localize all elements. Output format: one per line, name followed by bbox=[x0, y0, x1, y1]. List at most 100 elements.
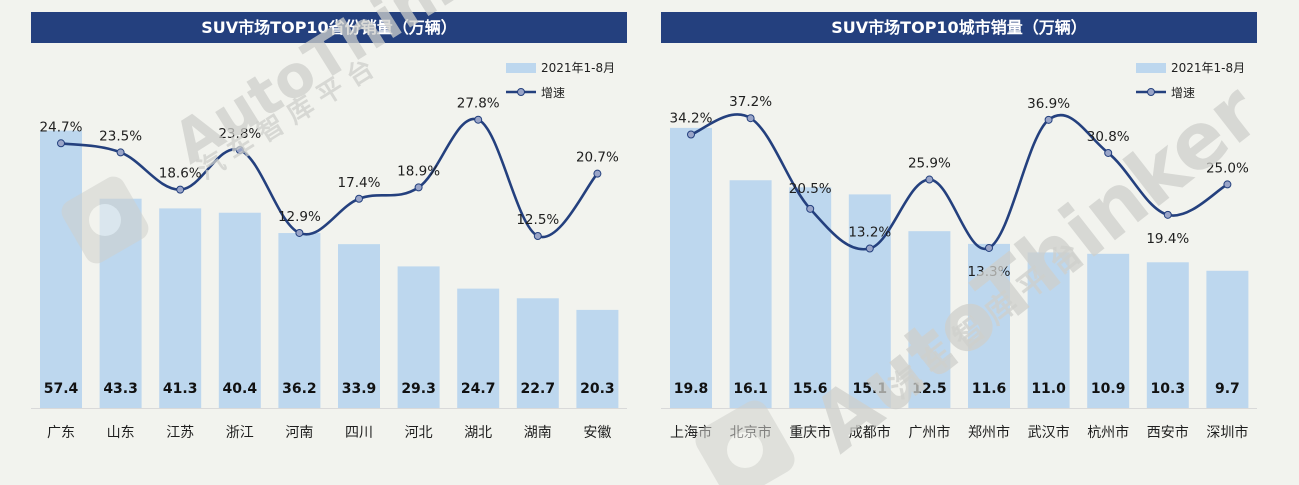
bar-value-label: 43.3 bbox=[103, 381, 138, 397]
growth-point bbox=[1163, 210, 1172, 219]
legend-line-label: 增速 bbox=[541, 86, 565, 100]
bar bbox=[1206, 270, 1249, 408]
bar bbox=[576, 309, 619, 408]
category-tick-label: 四川 bbox=[345, 425, 373, 441]
growth-value-label: 25.9% bbox=[908, 156, 951, 172]
bar-value-label: 29.3 bbox=[401, 381, 436, 397]
bar bbox=[670, 127, 712, 408]
growth-point bbox=[925, 175, 934, 184]
bar bbox=[338, 244, 380, 408]
growth-value-label: 24.7% bbox=[40, 119, 83, 135]
growth-value-label: 37.2% bbox=[729, 94, 772, 110]
category-tick-label: 西安市 bbox=[1147, 424, 1189, 441]
growth-point bbox=[474, 115, 483, 124]
growth-value-label: 23.5% bbox=[99, 128, 142, 144]
category-tick-label: 成都市 bbox=[849, 424, 891, 441]
legend-line-marker bbox=[517, 88, 525, 96]
bar-value-label: 15.1 bbox=[853, 381, 888, 397]
bar-value-label: 33.9 bbox=[342, 381, 377, 397]
bar-value-label: 11.0 bbox=[1031, 381, 1066, 397]
growth-value-label: 18.6% bbox=[159, 166, 202, 182]
category-tick-label: 安徽 bbox=[583, 425, 611, 441]
growth-point bbox=[533, 232, 542, 240]
growth-value-label: 36.9% bbox=[1027, 96, 1070, 112]
growth-value-label: 25.0% bbox=[1206, 160, 1249, 176]
growth-point bbox=[1223, 180, 1232, 189]
growth-value-label: 18.9% bbox=[397, 163, 440, 179]
province-chart-panel: SUV市场TOP10省份销量（万辆） 2021年1-8月 增速 57.4 广东 43.3… bbox=[31, 12, 627, 482]
bar bbox=[397, 266, 440, 408]
category-tick-label: 河北 bbox=[405, 425, 433, 441]
city-chart-title: SUV市场TOP10城市销量（万辆） bbox=[661, 12, 1257, 43]
growth-point bbox=[865, 244, 874, 253]
growth-value-label: 19.4% bbox=[1146, 231, 1189, 247]
growth-point bbox=[1104, 148, 1113, 157]
legend-line-label: 增速 bbox=[1171, 86, 1195, 100]
growth-value-label: 20.7% bbox=[576, 150, 619, 166]
bar-value-label: 57.4 bbox=[44, 381, 79, 397]
city-chart-panel: SUV市场TOP10城市销量（万辆） 2021年1-8月 增速 19.8 上海市 16.… bbox=[661, 12, 1257, 482]
legend-line-marker bbox=[1147, 88, 1155, 96]
bar bbox=[908, 231, 951, 408]
growth-point bbox=[295, 228, 304, 237]
growth-point bbox=[746, 114, 755, 123]
growth-value-label: 30.8% bbox=[1087, 129, 1130, 145]
growth-value-label: 12.5% bbox=[516, 212, 559, 228]
growth-point bbox=[57, 139, 65, 148]
growth-value-label: 34.2% bbox=[670, 110, 713, 126]
legend-bar-swatch bbox=[506, 63, 536, 73]
category-tick-label: 武汉市 bbox=[1028, 424, 1070, 441]
bar-value-label: 11.6 bbox=[972, 381, 1007, 397]
bar-value-label: 10.3 bbox=[1151, 381, 1186, 397]
category-tick-label: 杭州市 bbox=[1087, 424, 1129, 441]
growth-point bbox=[235, 146, 244, 155]
category-tick-label: 山东 bbox=[107, 425, 135, 441]
bar-value-label: 10.9 bbox=[1091, 381, 1126, 397]
bar bbox=[278, 233, 321, 408]
bar bbox=[789, 187, 832, 408]
category-tick-label: 广东 bbox=[47, 425, 75, 441]
bar bbox=[159, 208, 202, 408]
growth-point bbox=[116, 148, 125, 157]
bar bbox=[968, 243, 1010, 408]
bar-value-label: 40.4 bbox=[223, 381, 258, 397]
bar bbox=[1027, 252, 1070, 408]
bar-value-label: 9.7 bbox=[1215, 381, 1240, 397]
bar-value-label: 19.8 bbox=[674, 381, 709, 397]
bar-value-label: 22.7 bbox=[521, 381, 556, 397]
bar-value-label: 41.3 bbox=[163, 381, 198, 397]
growth-value-label: 13.2% bbox=[848, 224, 891, 240]
bar bbox=[516, 298, 559, 408]
bar-value-label: 16.1 bbox=[733, 381, 768, 397]
category-tick-label: 广州市 bbox=[908, 424, 950, 441]
bar-value-label: 15.6 bbox=[793, 381, 828, 397]
category-tick-label: 深圳市 bbox=[1206, 424, 1248, 441]
legend-bar-label: 2021年1-8月 bbox=[1171, 61, 1245, 75]
bar bbox=[40, 130, 82, 409]
growth-point bbox=[355, 194, 363, 203]
legend-bar-swatch bbox=[1136, 63, 1166, 73]
category-tick-label: 浙江 bbox=[226, 425, 254, 441]
bar bbox=[218, 212, 261, 408]
category-tick-label: 重庆市 bbox=[789, 424, 831, 441]
category-tick-label: 郑州市 bbox=[968, 424, 1010, 441]
growth-value-label: 23.8% bbox=[218, 126, 261, 142]
growth-value-label: 17.4% bbox=[338, 175, 381, 191]
growth-point bbox=[593, 169, 602, 178]
bar bbox=[99, 198, 142, 408]
growth-value-label: 20.5% bbox=[789, 181, 832, 197]
bar-value-label: 20.3 bbox=[580, 381, 615, 397]
growth-point bbox=[1044, 115, 1053, 124]
category-tick-label: 江苏 bbox=[166, 425, 194, 441]
growth-series-line bbox=[690, 113, 1229, 251]
bar-value-label: 24.7 bbox=[461, 381, 496, 397]
growth-series-line bbox=[60, 117, 599, 239]
category-tick-label: 上海市 bbox=[670, 424, 712, 441]
bar bbox=[1087, 253, 1130, 408]
category-tick-label: 湖南 bbox=[524, 425, 552, 441]
province-chart-title: SUV市场TOP10省份销量（万辆） bbox=[31, 12, 627, 43]
category-tick-label: 河南 bbox=[285, 425, 313, 441]
growth-point bbox=[414, 183, 423, 192]
bar bbox=[457, 288, 500, 408]
